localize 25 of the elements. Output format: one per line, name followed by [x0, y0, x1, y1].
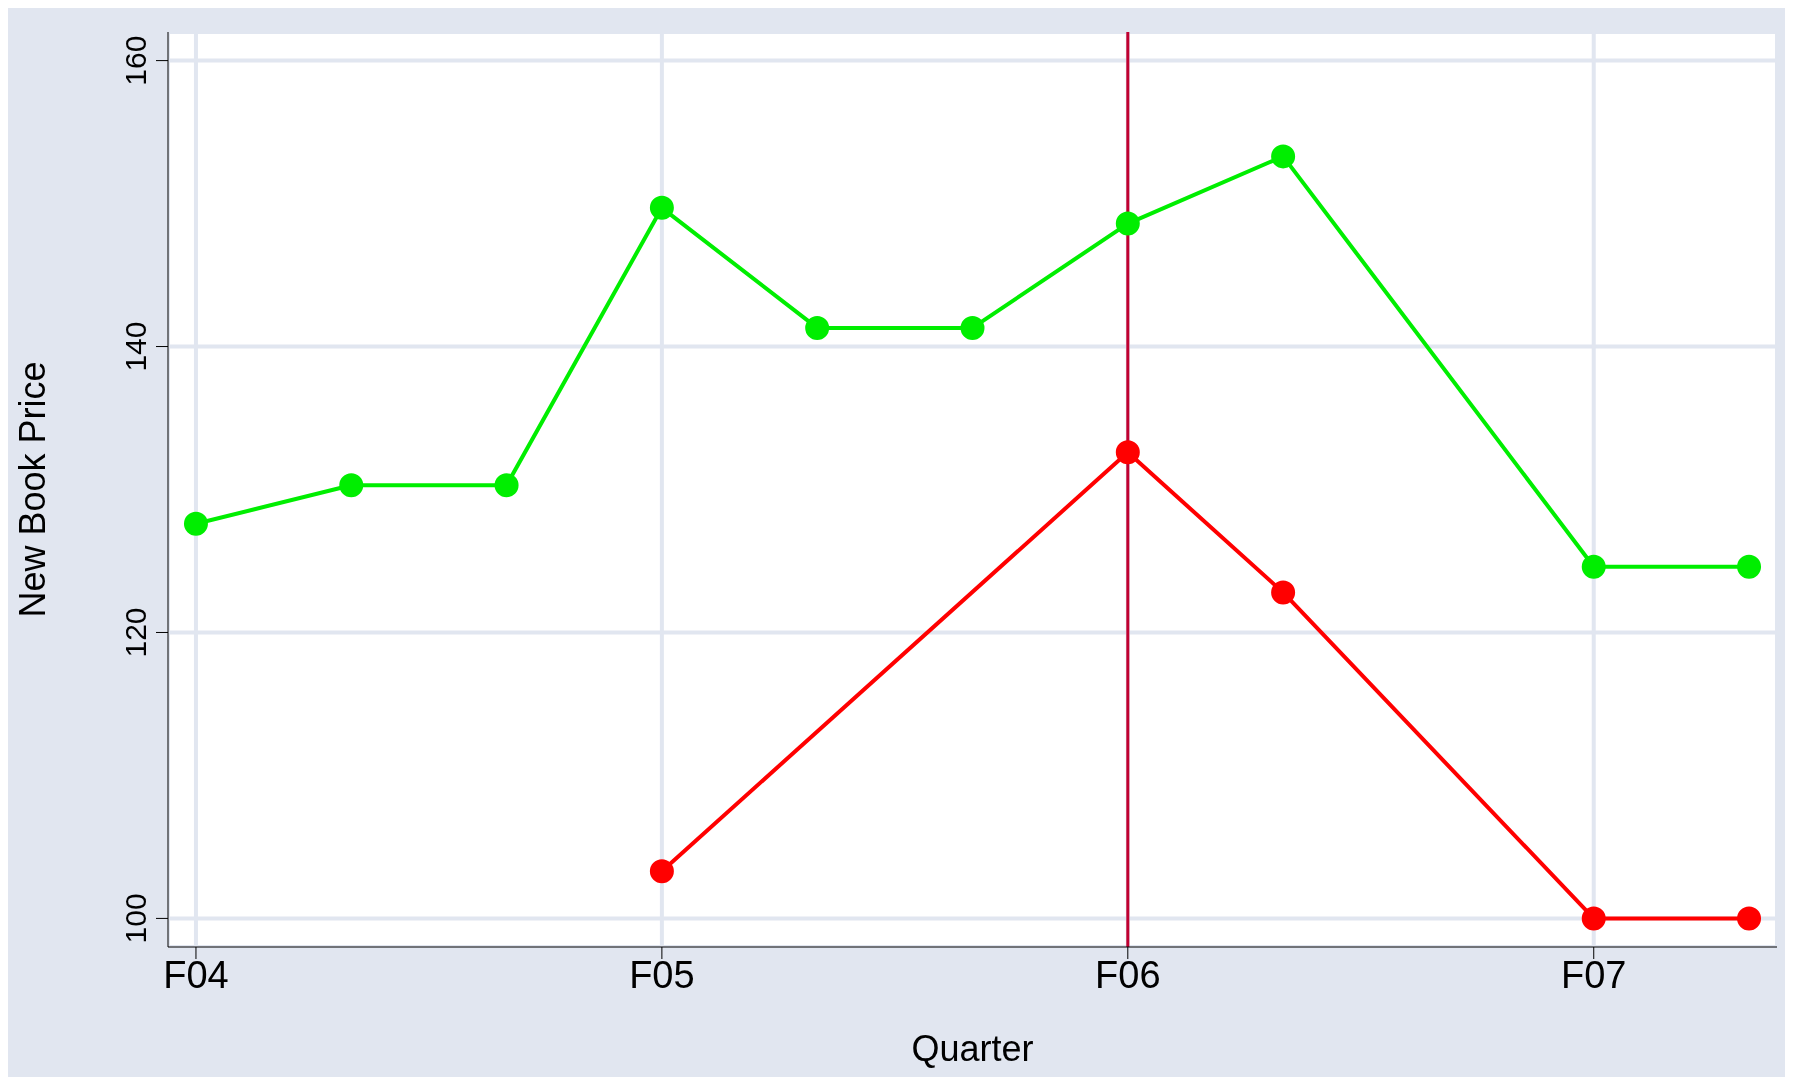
y-axis-title: New Book Price: [11, 361, 53, 618]
point: [1581, 554, 1606, 579]
point: [1115, 211, 1140, 236]
point: [649, 195, 674, 220]
point: [1115, 440, 1140, 465]
y-tick-label: 120: [119, 607, 152, 658]
point: [1581, 906, 1606, 931]
y-tick-label: 140: [119, 321, 152, 372]
point: [339, 473, 364, 498]
point: [805, 315, 830, 340]
point: [649, 859, 674, 884]
point: [183, 511, 208, 536]
x-tick-label: F04: [163, 953, 229, 996]
point: [1737, 554, 1762, 579]
x-tick-label: F07: [1560, 953, 1627, 996]
point: [1271, 144, 1296, 169]
x-axis-title: Quarter: [911, 1028, 1034, 1069]
x-tick-label: F06: [1095, 953, 1161, 996]
point: [960, 315, 985, 340]
point: [1271, 580, 1296, 605]
x-tick-label: F05: [629, 953, 695, 996]
y-tick-label: 160: [119, 35, 152, 86]
point: [494, 473, 519, 498]
point: [1737, 906, 1762, 931]
y-tick-label: 100: [119, 893, 152, 944]
